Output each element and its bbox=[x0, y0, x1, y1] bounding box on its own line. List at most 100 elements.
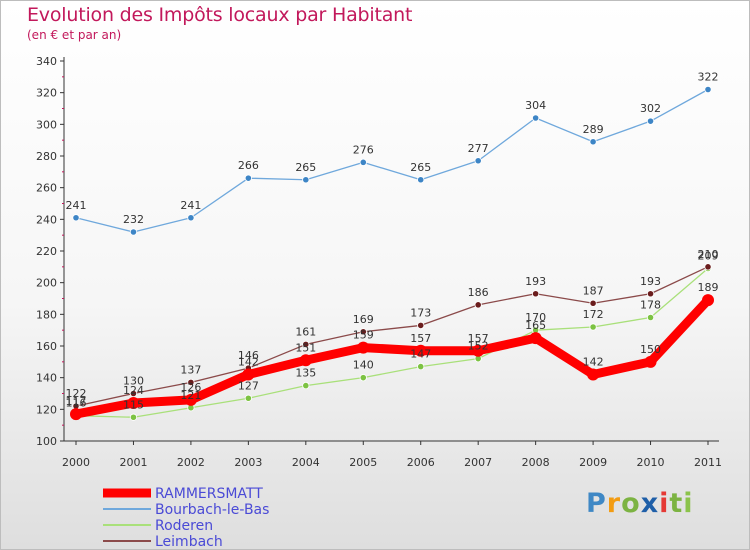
data-point bbox=[532, 114, 540, 122]
series-line bbox=[75, 267, 709, 418]
data-point bbox=[589, 299, 597, 307]
x-tick-label: 2001 bbox=[119, 456, 147, 469]
data-label: 265 bbox=[410, 161, 431, 174]
logo-letter: t bbox=[669, 488, 684, 519]
legend-label: Bourbach-le-Bas bbox=[155, 502, 269, 518]
data-label: 322 bbox=[698, 71, 719, 84]
x-tick-label: 2000 bbox=[62, 456, 90, 469]
x-tick-label: 2005 bbox=[349, 456, 377, 469]
data-point bbox=[704, 263, 712, 271]
data-label: 265 bbox=[295, 161, 316, 174]
data-point bbox=[646, 117, 655, 125]
data-point bbox=[589, 323, 597, 331]
data-label: 140 bbox=[353, 359, 374, 372]
data-label: 157 bbox=[468, 332, 489, 345]
y-tick-label: 280 bbox=[36, 150, 57, 163]
y-tick-label: 200 bbox=[36, 277, 57, 290]
logo-letter: i bbox=[683, 488, 694, 519]
x-tick-label: 2011 bbox=[694, 456, 722, 469]
x-tick-label: 2007 bbox=[464, 456, 492, 469]
x-tick-label: 2002 bbox=[177, 456, 205, 469]
data-label: 124 bbox=[123, 384, 144, 397]
data-point bbox=[702, 294, 714, 307]
data-label: 241 bbox=[66, 199, 87, 212]
data-label: 187 bbox=[583, 284, 604, 297]
data-label: 186 bbox=[468, 286, 489, 299]
data-point bbox=[359, 158, 367, 166]
y-tick-label: 260 bbox=[36, 182, 57, 195]
series-line bbox=[75, 88, 709, 233]
data-point bbox=[244, 394, 252, 402]
data-point bbox=[302, 176, 310, 184]
data-label: 170 bbox=[525, 311, 546, 324]
data-point bbox=[244, 174, 252, 182]
data-label: 115 bbox=[123, 398, 144, 411]
data-label: 121 bbox=[180, 389, 201, 402]
data-point bbox=[646, 290, 655, 298]
data-point bbox=[587, 368, 600, 381]
data-point bbox=[129, 413, 138, 421]
data-label: 157 bbox=[410, 332, 431, 345]
logo-letter: o bbox=[621, 488, 641, 519]
data-point bbox=[417, 362, 425, 371]
data-label: 151 bbox=[295, 341, 316, 354]
legend-label: RAMMERSMATT bbox=[155, 486, 263, 502]
data-point bbox=[704, 85, 712, 94]
data-point bbox=[414, 344, 427, 357]
chart-title: Evolution des Impôts locaux par Habitant bbox=[27, 4, 413, 26]
data-label: 304 bbox=[525, 99, 546, 112]
data-point bbox=[187, 378, 195, 387]
data-label: 130 bbox=[123, 375, 144, 388]
data-label: 209 bbox=[698, 249, 719, 262]
data-point bbox=[474, 157, 482, 165]
x-tick-label: 2010 bbox=[637, 456, 665, 469]
data-label: 172 bbox=[583, 308, 604, 321]
data-label: 116 bbox=[66, 397, 87, 410]
x-tick-label: 2003 bbox=[234, 456, 262, 469]
data-label: 169 bbox=[353, 313, 374, 326]
data-point bbox=[184, 393, 197, 406]
y-tick-label: 100 bbox=[36, 435, 57, 448]
y-tick-label: 160 bbox=[36, 340, 57, 353]
data-point bbox=[302, 381, 310, 390]
data-label: 193 bbox=[640, 275, 661, 288]
data-point bbox=[646, 313, 655, 322]
data-label: 165 bbox=[525, 319, 546, 332]
data-label: 173 bbox=[410, 306, 431, 319]
y-tick-label: 320 bbox=[36, 87, 57, 100]
data-label: 147 bbox=[410, 348, 431, 361]
data-point bbox=[129, 228, 138, 236]
data-point bbox=[299, 354, 312, 367]
y-tick-label: 120 bbox=[36, 403, 57, 416]
x-tick-label: 2008 bbox=[522, 456, 550, 469]
data-point bbox=[129, 389, 138, 398]
data-label: 146 bbox=[238, 349, 259, 362]
data-label: 289 bbox=[583, 123, 604, 136]
legend-label: Roderen bbox=[155, 518, 213, 534]
data-label: 178 bbox=[640, 299, 661, 312]
x-tick-label: 2004 bbox=[292, 456, 320, 469]
data-label: 142 bbox=[238, 356, 259, 369]
data-point bbox=[127, 397, 140, 409]
y-tick-label: 300 bbox=[36, 118, 57, 131]
y-tick-label: 180 bbox=[36, 308, 57, 321]
chart-subtitle: (en € et par an) bbox=[27, 28, 122, 42]
y-tick-label: 340 bbox=[36, 55, 57, 68]
data-point bbox=[417, 176, 425, 184]
proxiti-logo: Proxiti bbox=[586, 488, 694, 519]
y-tick-label: 240 bbox=[36, 213, 57, 226]
data-label: 126 bbox=[180, 381, 201, 394]
data-label: 137 bbox=[180, 363, 201, 376]
data-label: 159 bbox=[353, 329, 374, 342]
data-point bbox=[417, 321, 425, 330]
data-label: 127 bbox=[238, 379, 259, 392]
data-label: 266 bbox=[238, 159, 259, 172]
data-point bbox=[242, 368, 255, 381]
data-point bbox=[70, 408, 82, 421]
logo-letter: x bbox=[640, 488, 660, 519]
data-point bbox=[357, 341, 370, 354]
y-tick-label: 220 bbox=[36, 245, 57, 258]
data-point bbox=[529, 332, 542, 345]
